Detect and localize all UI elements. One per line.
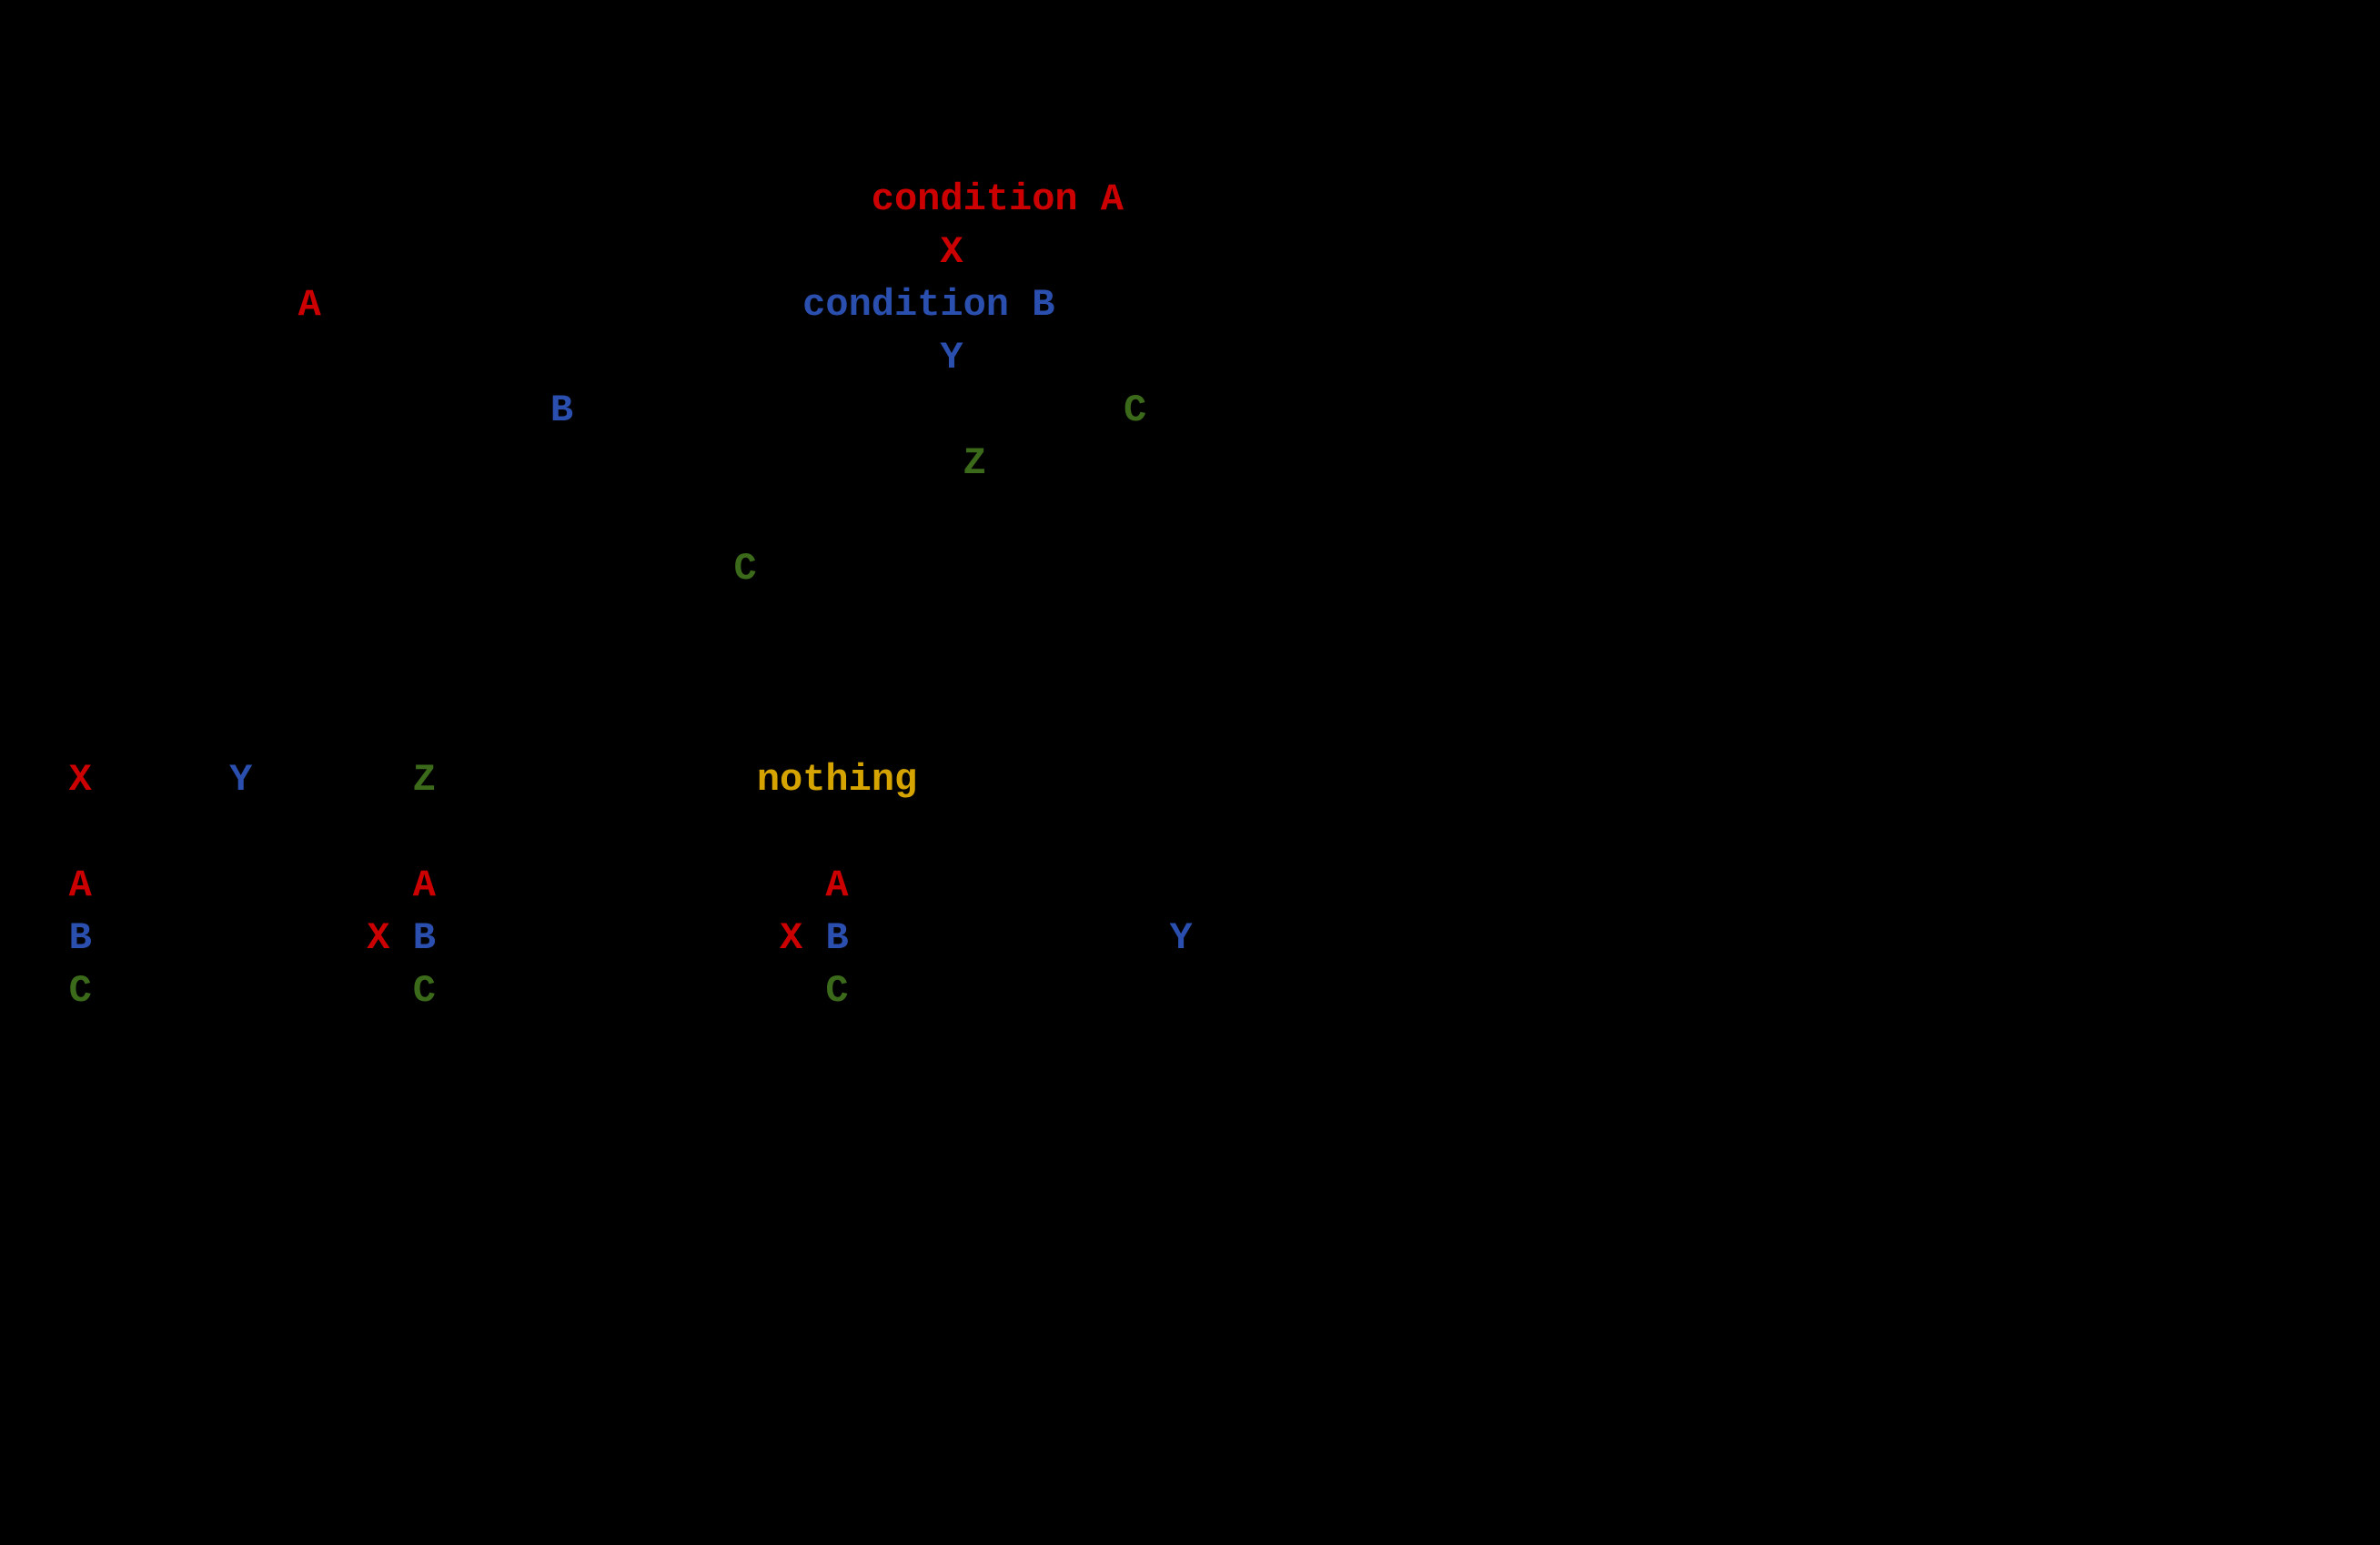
code-token: Z: [413, 758, 436, 802]
code-token: [252, 758, 412, 802]
code-token: [0, 441, 963, 485]
code-token: B: [550, 389, 573, 432]
code-token: A: [69, 863, 92, 907]
code-token: Y: [940, 336, 963, 379]
code-token: [436, 969, 825, 1013]
code-line: X: [0, 233, 2380, 286]
code-token: [573, 389, 1124, 432]
code-token: [92, 916, 367, 960]
code-token: B: [413, 916, 436, 960]
code-token: [0, 283, 298, 327]
code-token: condition B: [802, 283, 1054, 327]
code-token: X: [780, 916, 802, 960]
code-line: [0, 708, 2380, 761]
code-token: [0, 652, 23, 696]
code-line: C: [0, 550, 2380, 602]
code-token: [0, 600, 23, 643]
code-token: A: [413, 863, 436, 907]
code-token: [0, 336, 940, 379]
code-line: B C: [0, 391, 2380, 444]
code-token: X: [940, 230, 963, 274]
code-token: [802, 916, 825, 960]
code-token: X: [367, 916, 389, 960]
code-line: X Y Z nothing: [0, 761, 2380, 813]
code-token: A: [825, 863, 848, 907]
code-token: [0, 916, 69, 960]
code-token: [0, 230, 940, 274]
code-token: [0, 969, 69, 1013]
code-line: A A A: [0, 866, 2380, 919]
code-line: Y: [0, 338, 2380, 391]
code-token: [0, 811, 23, 854]
code-token: [0, 758, 69, 802]
code-token: B: [825, 916, 848, 960]
code-line: condition A: [0, 180, 2380, 233]
code-token: C: [69, 969, 92, 1013]
code-token: [0, 389, 550, 432]
code-token: [0, 547, 734, 591]
code-token: [92, 863, 413, 907]
code-token: [0, 494, 23, 538]
code-token: nothing: [757, 758, 917, 802]
code-token: [0, 177, 872, 221]
code-token: [92, 969, 413, 1013]
code-token: [0, 705, 23, 749]
code-line: [0, 602, 2380, 655]
code-token: C: [1124, 389, 1146, 432]
code-token: C: [734, 547, 757, 591]
code-token: C: [825, 969, 848, 1013]
code-line: Z: [0, 444, 2380, 497]
code-line: C C C: [0, 972, 2380, 1025]
code-line: [0, 655, 2380, 708]
code-token: B: [69, 916, 92, 960]
code-token: A: [298, 283, 321, 327]
code-token: Y: [229, 758, 252, 802]
code-token: [436, 916, 780, 960]
code-token: [390, 916, 413, 960]
code-token: condition A: [872, 177, 1124, 221]
code-token: [92, 758, 229, 802]
code-token: X: [69, 758, 92, 802]
code-token: C: [413, 969, 436, 1013]
code-token: Y: [1170, 916, 1193, 960]
code-token: [436, 758, 757, 802]
code-line: B X B X B Y: [0, 919, 2380, 972]
code-line: A condition B: [0, 286, 2380, 338]
code-token: [321, 283, 802, 327]
code-token: [0, 863, 69, 907]
code-line: [0, 813, 2380, 866]
code-token: [849, 916, 1170, 960]
code-token: Z: [963, 441, 986, 485]
code-line: [0, 497, 2380, 550]
code-block: condition A X A condition B Y B C: [0, 180, 2380, 1025]
code-token: [436, 863, 825, 907]
